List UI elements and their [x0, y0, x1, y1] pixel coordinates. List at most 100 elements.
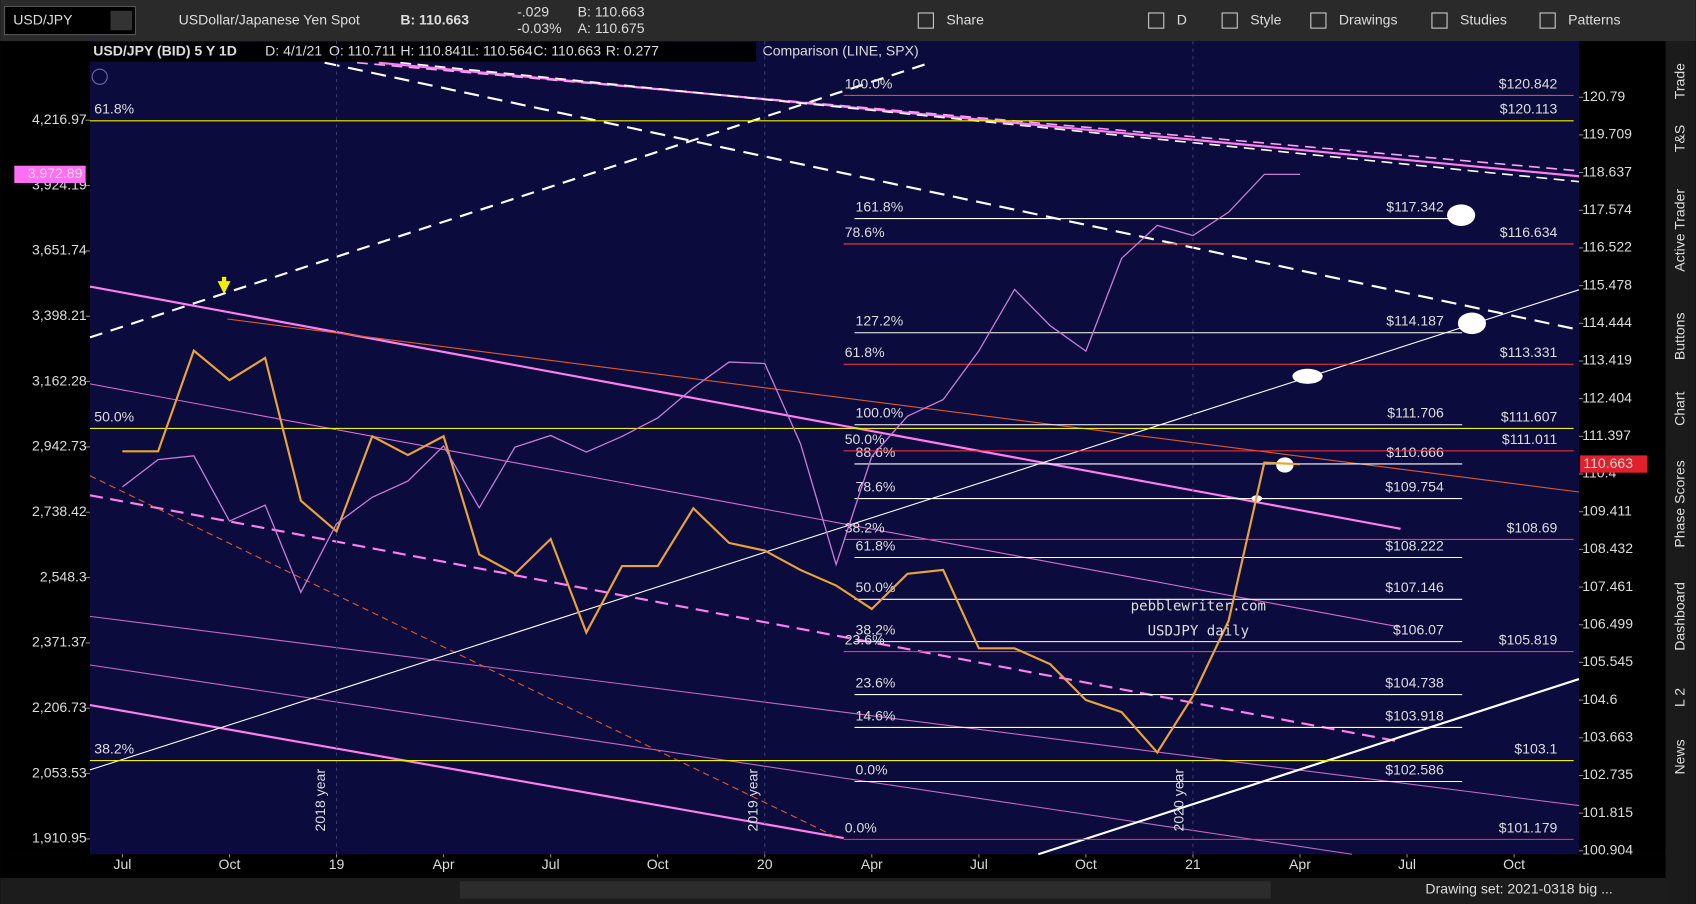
- last-compare-label: 3,972.89: [28, 165, 83, 181]
- bid: B: 110.663: [400, 11, 469, 27]
- last-price-tag: [1580, 455, 1648, 473]
- y2-tick-label: 2,206.73: [32, 699, 87, 715]
- toolbar-icon[interactable]: [1310, 12, 1327, 29]
- bid-small: B: 110.663: [578, 4, 645, 20]
- y2-tick-label: 2,738.42: [32, 503, 87, 519]
- fib-label: 23.6%: [856, 674, 896, 690]
- toolbar-button[interactable]: Drawings: [1339, 11, 1398, 27]
- trendline: [400, 61, 1580, 183]
- fib-price-label: $111.011: [1502, 431, 1558, 447]
- y-tick-label: 114.444: [1582, 314, 1632, 330]
- side-tab[interactable]: News: [1671, 739, 1687, 774]
- side-tab[interactable]: Trade: [1671, 63, 1687, 99]
- x-tick-label: 19: [329, 856, 345, 872]
- toolbar-button[interactable]: D: [1177, 11, 1187, 27]
- trendline: [89, 615, 1580, 807]
- annotation: USDJPY daily: [1148, 624, 1249, 640]
- trendline: [89, 703, 844, 840]
- fib-price-label: $111.706: [1387, 405, 1444, 421]
- y-tick-label: 112.404: [1582, 389, 1632, 405]
- trendline: [378, 61, 1580, 178]
- fib-label: 161.8%: [856, 198, 904, 214]
- fib-label: 38.2%: [845, 519, 885, 535]
- toolbar-icon[interactable]: [917, 12, 934, 29]
- fib-price-label: $111.607: [1501, 408, 1558, 424]
- x-tick-label: Apr: [1289, 856, 1311, 872]
- y2-tick-label: 3,651.74: [32, 242, 87, 258]
- trendline: [89, 494, 1401, 743]
- toolbar-button[interactable]: Patterns: [1568, 11, 1620, 27]
- x-tick-label: Apr: [433, 856, 455, 872]
- fib-label: 78.6%: [845, 224, 885, 240]
- price-line: [122, 348, 1301, 755]
- side-tabs: [1665, 41, 1696, 904]
- y-tick-label: 119.709: [1582, 126, 1632, 142]
- fib-price-label: $105.819: [1499, 631, 1558, 647]
- side-tab[interactable]: L 2: [1671, 688, 1687, 707]
- side-tab[interactable]: Chart: [1671, 391, 1687, 425]
- info-icon[interactable]: [91, 68, 108, 85]
- toolbar: [0, 0, 1696, 42]
- toolbar-button[interactable]: Studies: [1460, 11, 1507, 27]
- toolbar-icon[interactable]: [1148, 12, 1165, 29]
- toolbar-icon[interactable]: [1431, 12, 1448, 29]
- y2-tick-label: 2,371.37: [32, 634, 87, 650]
- y-tick-label: 104.6: [1582, 691, 1617, 707]
- y-tick-label: 115.478: [1582, 276, 1632, 292]
- x-tick-label: 21: [1185, 856, 1201, 872]
- fib-label: 38.2%: [94, 740, 134, 756]
- fib-price-label: $114.187: [1386, 313, 1444, 329]
- symbol-dropdown[interactable]: [110, 10, 133, 31]
- fib-price-label: $117.342: [1386, 198, 1444, 214]
- symbol[interactable]: USD/JPY: [13, 11, 73, 27]
- side-tab[interactable]: Dashboard: [1671, 582, 1687, 651]
- x-tick-label: Jul: [542, 856, 560, 872]
- header-field: C: 110.663: [533, 43, 601, 59]
- scroll-thumb[interactable]: [459, 881, 1271, 899]
- toolbar-button[interactable]: Style: [1250, 11, 1281, 27]
- comparison-label: Comparison (LINE, SPX): [763, 43, 919, 59]
- toolbar-button[interactable]: Share: [946, 11, 984, 27]
- x-tick-label: Oct: [647, 856, 669, 872]
- toolbar-icon[interactable]: [1539, 12, 1556, 29]
- price-line: [122, 173, 1301, 594]
- chart-title: USD/JPY (BID) 5 Y 1D: [93, 43, 237, 59]
- side-tab[interactable]: Phase Scores: [1671, 460, 1687, 547]
- arrow-marker: [217, 281, 231, 295]
- x-axis: [0, 854, 1666, 879]
- header-field: O: 110.711: [329, 43, 397, 59]
- plot-area: [89, 41, 1579, 855]
- marker: [1457, 312, 1486, 335]
- side-tab[interactable]: Active Trader: [1671, 189, 1687, 272]
- right-axis: [1578, 41, 1666, 855]
- marker: [1276, 457, 1294, 473]
- fib-price-label: $116.634: [1500, 224, 1558, 240]
- y-tick-label: 118.637: [1582, 163, 1632, 179]
- fib-label: 100.0%: [845, 75, 893, 91]
- side-tab[interactable]: Buttons: [1671, 312, 1687, 360]
- description: USDollar/Japanese Yen Spot: [179, 11, 360, 27]
- side-tab[interactable]: T&S: [1671, 125, 1687, 152]
- fib-price-label: $103.1: [1514, 740, 1557, 756]
- fib-label: 61.8%: [856, 537, 896, 553]
- watermark: 2020 year: [1171, 769, 1187, 832]
- toolbar-icon[interactable]: [1221, 12, 1238, 29]
- header-field: L: 110.564: [467, 43, 533, 59]
- fib-label: 50.0%: [845, 431, 885, 447]
- marker: [1447, 204, 1476, 226]
- change-pct: -0.03%: [517, 20, 562, 36]
- y2-tick-label: 1,910.95: [32, 830, 87, 846]
- y-tick-label: 102.735: [1582, 766, 1633, 782]
- fib-label: 50.0%: [94, 408, 134, 424]
- header-field: D: 4/1/21: [265, 43, 322, 59]
- fib-price-label: $108.69: [1507, 519, 1558, 535]
- watermark: 2018 year: [312, 769, 328, 832]
- x-tick-label: Jul: [970, 856, 988, 872]
- x-tick-label: Oct: [1503, 856, 1525, 872]
- fib-label: 61.8%: [94, 101, 134, 117]
- fib-price-label: $103.918: [1385, 707, 1444, 723]
- last-price-label: 110.663: [1583, 455, 1633, 471]
- watermark: 2019 year: [745, 769, 761, 832]
- fib-label: 61.8%: [845, 344, 885, 360]
- y-tick-label: 109.411: [1582, 502, 1632, 518]
